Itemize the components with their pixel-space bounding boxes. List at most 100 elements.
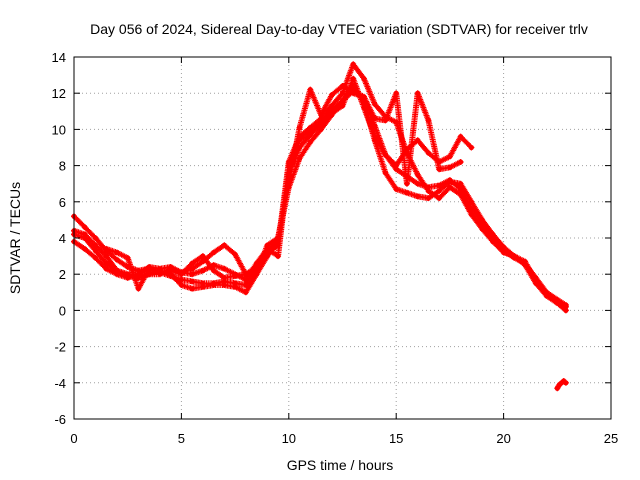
plus-marker	[522, 262, 529, 269]
plus-marker	[446, 164, 453, 171]
plus-marker	[318, 126, 325, 133]
plus-marker	[328, 110, 335, 117]
plus-marker	[232, 273, 239, 280]
plus-marker	[307, 139, 314, 146]
plus-marker	[178, 271, 185, 278]
plus-marker	[221, 282, 228, 289]
plus-marker	[81, 224, 88, 231]
y-tick-label: 4	[59, 231, 66, 246]
y-tick-label: -4	[54, 376, 66, 391]
plus-marker	[446, 153, 453, 160]
plus-marker	[210, 249, 217, 256]
plus-marker	[350, 90, 357, 97]
plus-marker	[307, 86, 314, 93]
plus-marker	[360, 75, 367, 82]
plus-marker	[210, 282, 217, 289]
plus-marker	[113, 267, 120, 274]
plus-marker	[371, 133, 378, 140]
plus-marker	[232, 251, 239, 258]
plus-marker	[371, 115, 378, 122]
plus-marker	[285, 180, 292, 187]
y-tick-label: 6	[59, 195, 66, 210]
plus-marker	[414, 171, 421, 178]
plus-marker	[532, 280, 539, 287]
plus-marker	[414, 193, 421, 200]
chart-title: Day 056 of 2024, Sidereal Day-to-day VTE…	[90, 21, 588, 37]
plus-marker	[81, 245, 88, 252]
plus-marker	[457, 180, 464, 187]
plus-marker	[479, 225, 486, 232]
plus-marker	[103, 245, 110, 252]
plus-marker	[92, 247, 99, 254]
plus-marker	[371, 101, 378, 108]
plus-marker	[103, 265, 110, 272]
plus-marker	[425, 195, 432, 202]
plus-marker	[146, 265, 153, 272]
plus-marker	[296, 124, 303, 131]
plus-marker	[554, 300, 561, 307]
plus-marker	[275, 235, 282, 241]
plus-marker	[318, 111, 325, 118]
plus-marker	[189, 271, 196, 278]
x-axis-label: GPS time / hours	[287, 457, 394, 473]
x-tick-label: 5	[178, 431, 185, 446]
plus-marker	[436, 195, 443, 202]
plus-marker	[103, 260, 110, 267]
plus-marker	[92, 235, 99, 241]
plus-marker	[562, 379, 569, 386]
plus-marker	[543, 292, 550, 299]
plus-marker	[425, 117, 432, 124]
plus-marker	[339, 90, 346, 97]
plus-marker	[264, 242, 271, 249]
plus-marker	[242, 276, 249, 283]
plus-marker	[393, 186, 400, 193]
plus-marker	[242, 289, 249, 296]
plus-marker	[467, 143, 474, 150]
plus-marker	[92, 254, 99, 261]
plus-marker	[360, 93, 367, 100]
plus-marker	[113, 256, 120, 263]
plus-marker	[178, 276, 185, 283]
plus-marker	[468, 144, 475, 151]
plus-marker	[554, 385, 561, 392]
plus-marker	[328, 92, 335, 99]
plus-marker	[242, 271, 249, 278]
plus-marker	[436, 187, 443, 194]
plus-marker	[167, 267, 174, 274]
plus-marker	[92, 242, 99, 249]
plus-marker	[403, 189, 410, 196]
plus-marker	[414, 90, 421, 97]
plus-marker	[561, 306, 568, 313]
y-tick-label: 12	[52, 86, 66, 101]
plus-marker	[81, 231, 88, 238]
plus-marker	[199, 283, 206, 290]
y-axis-label: SDTVAR / TECUs	[7, 182, 23, 294]
y-tick-label: 2	[59, 267, 66, 282]
plus-marker	[561, 378, 568, 385]
x-tick-label: 25	[604, 431, 618, 446]
plus-marker	[124, 254, 131, 261]
plus-marker	[189, 265, 196, 272]
plus-marker	[339, 102, 346, 109]
plus-marker	[199, 253, 206, 260]
y-tick-label: 8	[59, 159, 66, 174]
plus-marker	[436, 182, 443, 189]
plus-marker	[436, 166, 443, 173]
plus-marker	[221, 265, 228, 272]
plus-marker	[489, 238, 496, 245]
y-tick-label: 10	[52, 122, 66, 137]
plus-marker	[468, 211, 475, 218]
plus-marker	[414, 137, 421, 144]
plus-marker	[103, 253, 110, 260]
plus-marker	[232, 283, 239, 290]
plus-marker	[199, 267, 206, 274]
plus-marker	[307, 128, 314, 135]
plus-marker	[178, 282, 185, 289]
data-points	[71, 61, 569, 392]
plus-marker	[403, 146, 410, 153]
plus-marker	[457, 186, 464, 193]
plus-marker	[328, 102, 335, 109]
plus-marker	[382, 169, 389, 176]
